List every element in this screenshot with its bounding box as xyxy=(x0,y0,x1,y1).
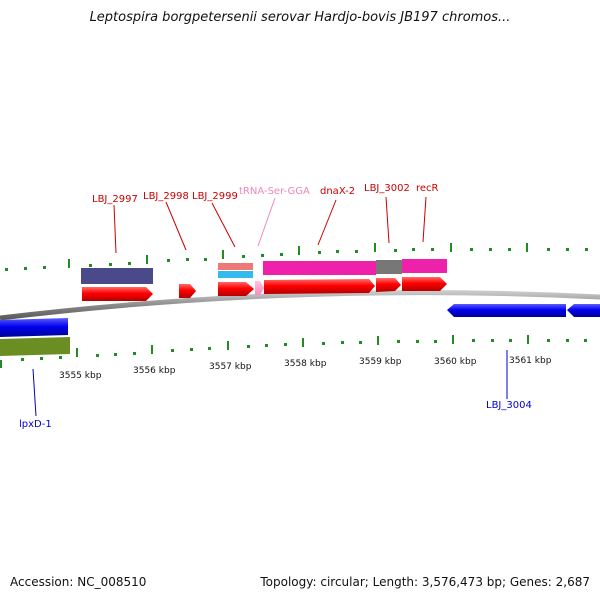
feature-bar-navy xyxy=(81,268,153,284)
feature-bar-cyan xyxy=(218,271,253,278)
scale-label: 3555 kbp xyxy=(59,371,102,381)
leader-line-trna xyxy=(257,197,276,247)
gene-arrow-lbj-2997[interactable] xyxy=(82,287,153,301)
feature-bar-gray xyxy=(376,260,402,274)
map-title: Leptospira borgpetersenii serovar Hardjo… xyxy=(89,10,511,25)
feature-bar-magenta xyxy=(263,261,376,275)
gene-arrow-lbj-3004[interactable] xyxy=(447,304,566,317)
lower-tick-row xyxy=(0,335,587,368)
gene-label-lbj-3002[interactable]: LBJ_3002 xyxy=(364,183,410,194)
feature-bar-salmon xyxy=(218,263,253,270)
gene-label-lpxd-1[interactable]: lpxD-1 xyxy=(19,419,52,430)
scale-label: 3558 kbp xyxy=(284,359,327,369)
gene-arrow-dnax-2[interactable] xyxy=(264,279,375,294)
footer: Accession: NC_008510 Topology: circular;… xyxy=(0,575,600,595)
feature-bar-magenta-2 xyxy=(402,259,447,273)
gene-arrow-lpxd-1[interactable] xyxy=(0,318,68,337)
scale-label: 3560 kbp xyxy=(434,357,477,367)
gene-arrow-lbj-2998[interactable] xyxy=(179,284,196,298)
gene-label-lbj-2998[interactable]: LBJ_2998 xyxy=(143,191,189,202)
leader-line-reverse xyxy=(32,368,37,417)
scale-label: 3557 kbp xyxy=(209,362,252,372)
gene-label-trna-ser-gga[interactable]: tRNA-Ser-GGA xyxy=(239,186,310,197)
gene-arrow-lbj-2999[interactable] xyxy=(218,282,254,296)
leader-line xyxy=(317,199,337,246)
leader-line xyxy=(211,202,236,248)
leader-line xyxy=(385,196,390,244)
gene-label-dnax-2[interactable]: dnaX-2 xyxy=(320,186,355,197)
gene-arrow-recr[interactable] xyxy=(402,277,447,291)
scale-label: 3559 kbp xyxy=(359,357,402,367)
gene-label-lbj-2997[interactable]: LBJ_2997 xyxy=(92,194,138,205)
gene-bar-olive xyxy=(0,337,70,356)
leader-line xyxy=(113,204,117,254)
gene-label-recr[interactable]: recR xyxy=(416,183,439,194)
gene-arrow-reverse-continued[interactable] xyxy=(567,304,600,317)
chromosome-backbone xyxy=(0,290,600,321)
scale-label: 3556 kbp xyxy=(133,366,176,376)
leader-line xyxy=(165,201,187,251)
scale-label: 3561 kbp xyxy=(509,356,552,366)
gene-label-lbj-2999[interactable]: LBJ_2999 xyxy=(192,191,238,202)
gene-arrow-trna-ser-gga[interactable] xyxy=(255,281,264,295)
accession-text: Accession: NC_008510 xyxy=(10,575,147,589)
leader-line xyxy=(422,196,427,243)
topology-text: Topology: circular; Length: 3,576,473 bp… xyxy=(260,575,590,589)
upper-tick-row xyxy=(5,243,588,271)
gene-label-lbj-3004[interactable]: LBJ_3004 xyxy=(486,400,532,411)
gene-arrow-lbj-3002[interactable] xyxy=(376,278,401,292)
